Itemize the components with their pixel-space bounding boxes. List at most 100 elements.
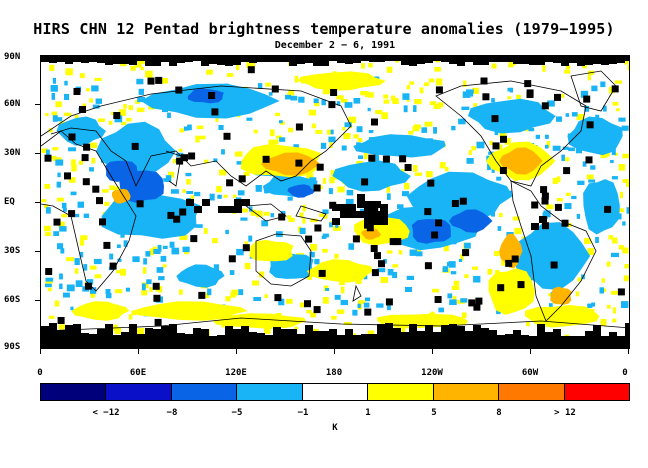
anomaly-speckle-warm (308, 109, 317, 116)
missing-data-cell (524, 80, 532, 88)
anomaly-speckle-warm (612, 237, 618, 244)
anomaly-speckle-warm (626, 181, 629, 187)
anomaly-speckle-warm (548, 293, 552, 297)
anomaly-speckle-cool (618, 117, 626, 122)
anomaly-speckle-cool (186, 191, 194, 194)
missing-data-cell (577, 56, 585, 66)
missing-data-cell (401, 56, 409, 65)
anomaly-speckle-cool (209, 193, 215, 201)
missing-data-cell (332, 218, 340, 225)
missing-data-cell (223, 132, 231, 140)
anomaly-speckle-warm (190, 195, 195, 201)
anomaly-speckle-cool (344, 102, 353, 108)
anomaly-speckle-cool (356, 126, 363, 133)
colorbar-label: < −12 (92, 408, 120, 418)
anomaly-speckle-cool (287, 196, 293, 201)
missing-data-cell (441, 325, 449, 348)
anomaly-speckle-warm (250, 209, 257, 216)
missing-data-cell (611, 85, 619, 93)
cool-anomaly-core (411, 219, 451, 244)
missing-data-cell (65, 325, 73, 348)
missing-data-cell (281, 56, 289, 62)
anomaly-speckle-warm (425, 171, 433, 178)
missing-data-cell (385, 298, 393, 306)
warm-anomaly-core (550, 286, 572, 305)
anomaly-speckle-cool (248, 235, 253, 242)
colorbar-label: 5 (431, 408, 437, 418)
anomaly-speckle-warm (179, 128, 185, 133)
missing-data-cell (364, 308, 372, 316)
missing-data-cell (314, 224, 322, 232)
anomaly-speckle-cool (225, 229, 229, 235)
anomaly-speckle-cool (450, 271, 457, 275)
anomaly-speckle-cool (278, 298, 285, 306)
missing-data-cell (44, 154, 52, 162)
anomaly-speckle-cool (165, 175, 172, 182)
missing-data-cell (217, 335, 225, 348)
missing-data-cell (318, 269, 326, 277)
missing-data-cell (540, 186, 548, 194)
anomaly-speckle-warm (114, 327, 122, 335)
anomaly-speckle-warm (311, 123, 316, 129)
missing-data-cell (480, 77, 488, 85)
missing-data-cell (233, 329, 241, 348)
missing-data-cell (45, 268, 53, 275)
anomaly-speckle-cool (53, 231, 59, 236)
cool-anomaly-region (567, 116, 623, 156)
coastline (41, 85, 352, 187)
anomaly-speckle-cool (64, 93, 70, 100)
anomaly-speckle-cool (93, 258, 102, 265)
anomaly-speckle-warm (253, 129, 258, 134)
anomaly-speckle-cool (285, 94, 292, 100)
missing-data-cell (526, 91, 534, 98)
coastline (570, 70, 617, 112)
missing-data-cell (357, 201, 365, 208)
anomaly-speckle-cool (352, 309, 358, 316)
missing-data-cell (234, 199, 242, 206)
anomaly-speckle-cool (57, 243, 64, 250)
anomaly-speckle-cool (45, 277, 54, 282)
anomaly-speckle-cool (169, 241, 175, 248)
coastline (295, 205, 327, 222)
anomaly-speckle-cool (163, 178, 168, 182)
coastline (41, 317, 629, 332)
missing-data-cell (417, 56, 425, 64)
missing-data-cell (409, 324, 417, 348)
anomaly-speckle-cool (298, 96, 305, 103)
anomaly-speckle-cool (120, 232, 125, 238)
anomaly-speckle-warm (131, 310, 137, 316)
missing-data-cell (64, 172, 71, 180)
cool-anomaly-region (101, 192, 201, 239)
anomaly-speckle-warm (69, 177, 76, 183)
anomaly-speckle-cool (402, 191, 409, 197)
colorbar-unit: K (332, 423, 338, 433)
anomaly-speckle-warm (142, 267, 147, 274)
anomaly-speckle-warm (444, 166, 449, 172)
missing-data-cell (329, 201, 337, 209)
anomaly-speckle-warm (52, 155, 57, 161)
map-subtitle: December 2 − 6, 1991 (274, 40, 396, 51)
lon-label-120w: 120W (421, 368, 443, 378)
anomaly-speckle-cool (86, 279, 94, 285)
anomaly-speckle-cool (207, 288, 212, 296)
anomaly-speckle-warm (340, 99, 348, 103)
anomaly-speckle-cool (182, 246, 190, 253)
missing-data-cell (545, 56, 553, 62)
missing-data-cell (382, 155, 390, 163)
anomaly-speckle-warm (41, 148, 48, 153)
anomaly-speckle-warm (123, 104, 127, 109)
missing-data-cell (129, 324, 137, 348)
anomaly-speckle-warm (542, 65, 546, 72)
anomaly-speckle-cool (603, 105, 607, 112)
anomaly-speckle-warm (612, 318, 617, 323)
missing-data-cell (401, 332, 409, 348)
anomaly-speckle-warm (202, 292, 210, 298)
anomaly-speckle-warm (120, 268, 126, 276)
missing-data-cell (109, 262, 117, 270)
anomaly-speckle-warm (624, 58, 629, 65)
anomaly-speckle-warm (491, 63, 497, 69)
anomaly-speckle-cool (141, 283, 146, 291)
missing-data-cell (625, 56, 629, 61)
anomaly-speckle-warm (600, 152, 608, 159)
missing-data-cell (147, 77, 155, 85)
